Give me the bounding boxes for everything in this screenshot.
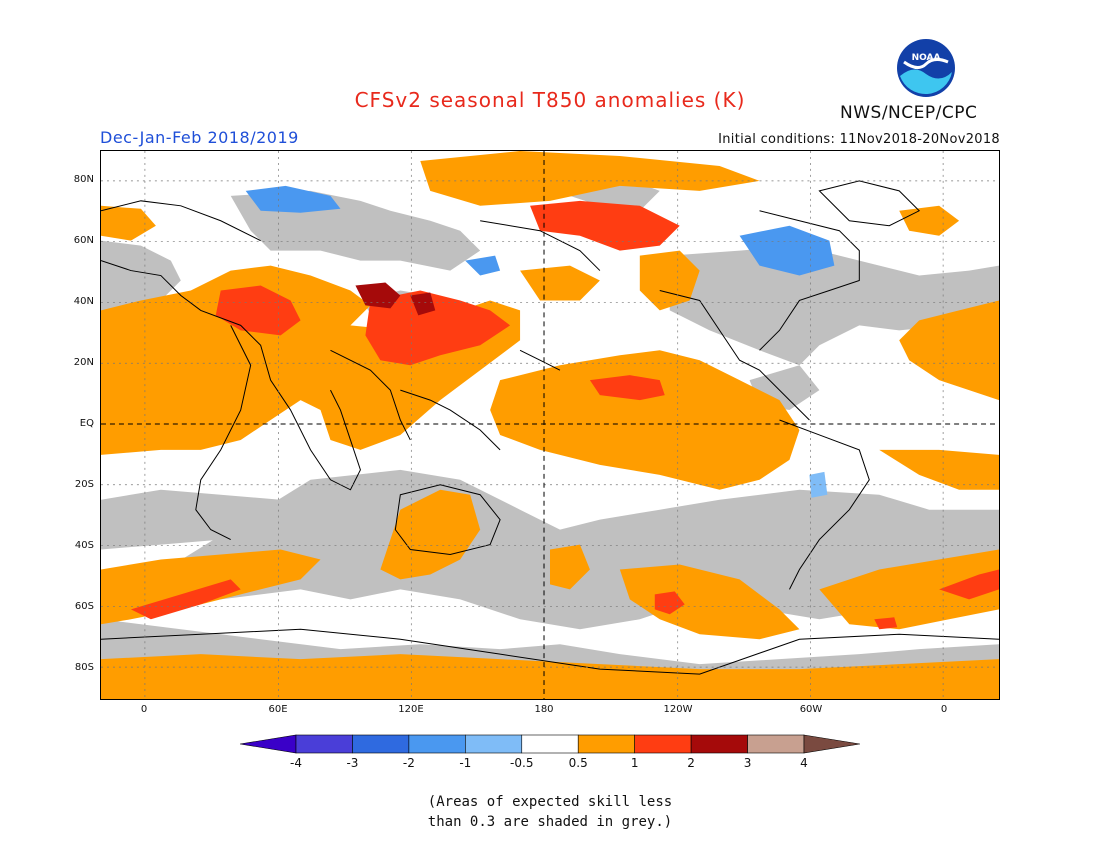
lat-label-20s: 20S: [74, 479, 94, 490]
anomaly-1-to-2: [130, 200, 999, 630]
skill-note-line1: (Areas of expected skill less: [427, 794, 673, 810]
lat-label-60n: 60N: [73, 235, 94, 246]
skill-note-line2: than 0.3 are shaded in grey.): [427, 814, 673, 830]
skill-note: (Areas of expected skill less than 0.3 a…: [0, 792, 1100, 832]
colorbar-segment: [577, 734, 635, 754]
colorbar-segment: [408, 734, 466, 754]
colorbar-tick-label: -2: [402, 756, 415, 770]
colorbar-max-triangle: [803, 734, 860, 754]
colorbar-tick-label: -3: [346, 756, 359, 770]
colorbar-tick-label: -1: [459, 756, 472, 770]
lat-label-80s: 80S: [74, 662, 94, 673]
lon-label-60e: 60E: [268, 704, 288, 715]
lat-label-20n: 20N: [73, 357, 94, 368]
agency-label: NWS/NCEP/CPC: [840, 103, 978, 123]
anomaly-map: [100, 150, 1000, 700]
colorbar-tick-label: -4: [290, 756, 302, 770]
colorbar-segment: [690, 734, 748, 754]
coastlines: [101, 180, 999, 675]
colorbar-min-triangle: [240, 734, 297, 754]
lon-label-120e: 120E: [398, 704, 424, 715]
lon-label-120w: 120W: [663, 704, 693, 715]
forecast-period: Dec-Jan-Feb 2018/2019: [100, 128, 299, 147]
equator-dateline: [101, 151, 999, 699]
lon-label-180: 180: [534, 704, 554, 715]
colorbar-tick-label: 2: [687, 756, 695, 770]
colorbar-segment: [352, 734, 410, 754]
colorbar-tick-label: 0.5: [568, 756, 588, 770]
lat-label-40s: 40S: [74, 540, 94, 551]
colorbar-segment: [634, 734, 692, 754]
lon-label-0: 0: [140, 704, 148, 715]
colorbar-tick-label: -0.5: [510, 756, 534, 770]
anomaly-neg-1-to-neg-0.5: [245, 185, 835, 276]
lat-label-60s: 60S: [74, 601, 94, 612]
colorbar-segment: [295, 734, 353, 754]
anomaly-2-to-3: [355, 282, 436, 316]
noaa-logo: NOAA: [897, 39, 955, 97]
colorbar-tick-label: 3: [743, 756, 752, 770]
logo-text: NOAA: [912, 53, 941, 63]
graticule: [101, 151, 999, 699]
colorbar-tick-label: 1: [630, 756, 639, 770]
colorbar-segment: [747, 734, 805, 754]
initial-conditions: Initial conditions: 11Nov2018-20Nov2018: [718, 132, 1000, 147]
lon-label-60w: 60W: [799, 704, 823, 715]
map-title: CFSv2 seasonal T850 anomalies (K): [354, 88, 746, 112]
lat-label-80n: 80N: [73, 174, 94, 185]
lat-label-eq: EQ: [79, 418, 94, 429]
colorbar: [240, 734, 860, 754]
lat-label-40n: 40N: [73, 296, 94, 307]
colorbar-segment: [521, 734, 579, 754]
colorbar-tick-label: 4: [800, 756, 808, 770]
lon-label-0-east: 0: [940, 704, 948, 715]
anomaly-0.5-to-1: [101, 151, 999, 699]
colorbar-segment: [465, 734, 523, 754]
anomaly-neg-0.5-to-neg-1-light: [809, 471, 828, 498]
